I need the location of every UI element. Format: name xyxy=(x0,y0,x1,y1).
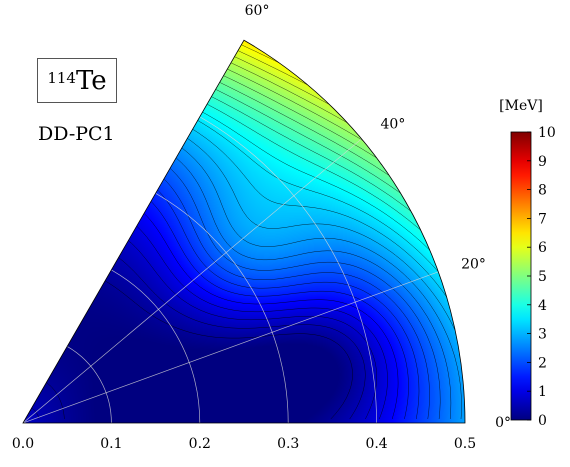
r-tick-label: 0.5 xyxy=(454,436,476,452)
r-tick-label: 0.3 xyxy=(277,436,299,452)
colorbar-tick-label: 5 xyxy=(538,269,547,285)
grid-arc xyxy=(111,269,201,424)
colorbar-tick-label: 3 xyxy=(538,327,547,343)
element-symbol: Te xyxy=(75,65,107,96)
angle-tick-label: 20° xyxy=(461,256,486,272)
polar-grid xyxy=(23,116,439,424)
sector-outline xyxy=(22,39,466,424)
colorbar-tick-label: 2 xyxy=(538,355,547,371)
angle-tick-label: 60° xyxy=(245,3,270,19)
grid-radial xyxy=(23,138,362,424)
colorbar-tick-label: 6 xyxy=(538,240,547,256)
colorbar-tick-label: 10 xyxy=(538,125,556,141)
functional-label: DD-PC1 xyxy=(38,123,115,145)
colorbar-unit-label: [MeV] xyxy=(499,98,543,114)
colorbar-tick-label: 4 xyxy=(538,298,547,314)
colorbar-tick-label: 8 xyxy=(538,183,547,199)
r-tick-label: 0.0 xyxy=(12,436,34,452)
r-tick-label: 0.4 xyxy=(365,436,387,452)
axis-labels: 0.0 0.1 0.2 0.3 0.4 0.5 0° 20° 40° 60° xyxy=(12,3,511,452)
r-tick-label: 0.2 xyxy=(189,436,211,452)
grid-arc xyxy=(67,346,112,424)
colorbar-tick-label: 7 xyxy=(538,211,547,227)
colorbar: 0 1 2 3 4 5 6 7 8 9 10 [MeV] xyxy=(499,98,556,429)
grid-arc xyxy=(155,193,289,424)
angle-tick-label: 0° xyxy=(495,415,511,431)
nucleus-label: 114 Te xyxy=(37,58,117,103)
grid-radial xyxy=(23,271,439,424)
colorbar-tick-label: 0 xyxy=(538,413,547,429)
colorbar-tick-label: 9 xyxy=(538,154,547,170)
angle-tick-label: 40° xyxy=(381,117,406,133)
r-tick-label: 0.1 xyxy=(100,436,122,452)
grid-arc xyxy=(199,116,377,424)
mass-number: 114 xyxy=(47,68,76,87)
colorbar-tick-label: 1 xyxy=(538,384,547,400)
